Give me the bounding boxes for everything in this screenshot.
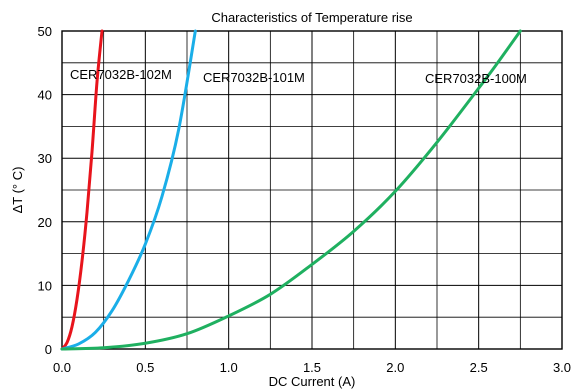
- x-tick-label: 0.0: [53, 360, 71, 375]
- series-label-102m: CER7032B-102M: [70, 67, 172, 82]
- chart-title: Characteristics of Temperature rise: [211, 10, 412, 25]
- series-line-1: [60, 29, 197, 351]
- x-tick-label: 2.0: [386, 360, 404, 375]
- y-axis-ticks: 0 10 20 30 40 50: [38, 24, 52, 357]
- y-tick-label: 30: [38, 151, 52, 166]
- series-line-2: [60, 29, 522, 351]
- y-tick-label: 40: [38, 88, 52, 103]
- series-lines: [60, 29, 522, 351]
- y-tick-label: 10: [38, 278, 52, 293]
- x-tick-label: 1.0: [220, 360, 238, 375]
- x-tick-label: 2.5: [470, 360, 488, 375]
- x-tick-label: 1.5: [303, 360, 321, 375]
- y-tick-label: 50: [38, 24, 52, 39]
- x-tick-label: 0.5: [136, 360, 154, 375]
- x-tick-label: 3.0: [553, 360, 571, 375]
- series-label-101m: CER7032B-101M: [203, 70, 305, 85]
- series-line-0: [60, 29, 104, 351]
- plot-area-border: [61, 30, 563, 350]
- y-tick-label: 0: [45, 342, 52, 357]
- x-axis-label: DC Current (A): [269, 374, 356, 389]
- y-axis-label: ΔT (° C): [10, 167, 25, 214]
- series-label-100m: CER7032B-100M: [425, 71, 527, 86]
- x-axis-ticks: 0.0 0.5 1.0 1.5 2.0 2.5 3.0: [53, 360, 571, 375]
- y-tick-label: 20: [38, 215, 52, 230]
- series-labels: CER7032B-102M CER7032B-101M CER7032B-100…: [70, 67, 527, 86]
